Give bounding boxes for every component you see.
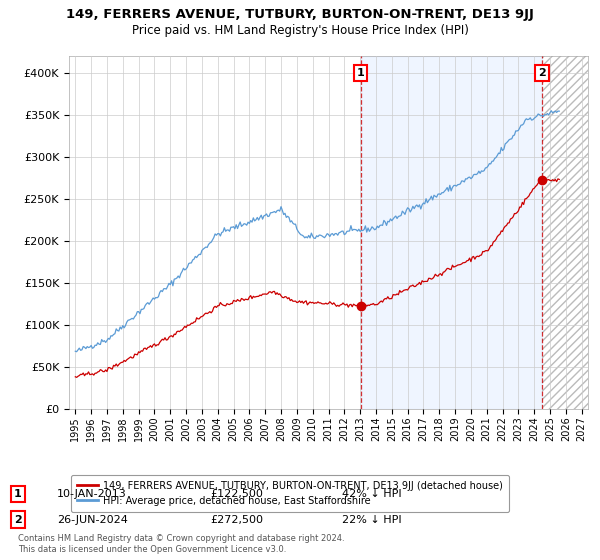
Text: £272,500: £272,500 [210,515,263,525]
Text: 1: 1 [357,68,365,78]
Text: 2: 2 [14,515,22,525]
Legend: 149, FERRERS AVENUE, TUTBURY, BURTON-ON-TRENT, DE13 9JJ (detached house), HPI: A: 149, FERRERS AVENUE, TUTBURY, BURTON-ON-… [71,475,509,512]
Text: 22% ↓ HPI: 22% ↓ HPI [342,515,401,525]
Bar [542,56,588,409]
Text: 10-JAN-2013: 10-JAN-2013 [57,489,127,499]
Text: 26-JUN-2024: 26-JUN-2024 [57,515,128,525]
Text: This data is licensed under the Open Government Licence v3.0.: This data is licensed under the Open Gov… [18,545,286,554]
Text: 42% ↓ HPI: 42% ↓ HPI [342,489,401,499]
Text: £122,500: £122,500 [210,489,263,499]
Text: 2: 2 [538,68,546,78]
Text: 149, FERRERS AVENUE, TUTBURY, BURTON-ON-TRENT, DE13 9JJ: 149, FERRERS AVENUE, TUTBURY, BURTON-ON-… [66,8,534,21]
Text: 1: 1 [14,489,22,499]
Bar [542,56,588,409]
Text: Contains HM Land Registry data © Crown copyright and database right 2024.: Contains HM Land Registry data © Crown c… [18,534,344,543]
Bar [361,56,542,409]
Text: Price paid vs. HM Land Registry's House Price Index (HPI): Price paid vs. HM Land Registry's House … [131,24,469,36]
